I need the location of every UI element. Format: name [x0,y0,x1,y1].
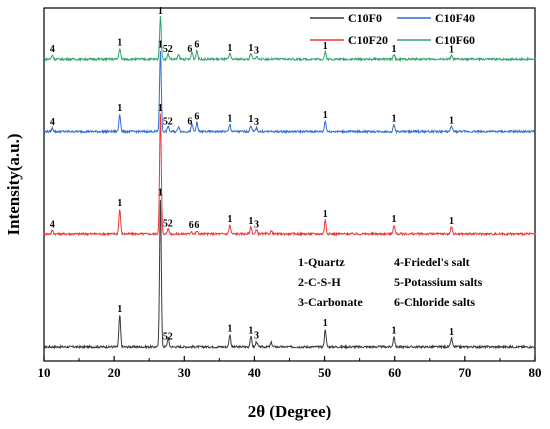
legend-label: C10F20 [348,33,388,47]
peak-label: 1 [392,325,397,336]
peak-label: 6 [194,112,199,123]
x-tick-label: 70 [458,365,471,380]
x-tick-label: 40 [248,365,261,380]
peak-label: 1 [323,318,328,329]
peak-label: 1 [449,45,454,56]
x-tick-label: 80 [529,365,542,380]
peak-label: 6 [187,116,192,127]
peak-label: 1 [117,304,122,315]
peak-label: 1 [323,209,328,220]
series-line-c10f20 [43,113,536,237]
series-line-c10f40 [43,50,536,135]
peak-label: 1 [158,39,163,50]
peak-label: 2 [168,116,173,127]
series-layer [43,15,536,350]
legend: C10F0 C10F40 C10F20 C10F60 [310,11,475,47]
peak-label: 1 [158,103,163,114]
peak-label: 1 [392,214,397,225]
series-line-c10f0 [43,199,536,350]
y-axis-title: Intensity(a.u.) [4,133,23,235]
peak-label: 3 [254,117,259,128]
series-line-c10f60 [43,15,536,63]
peak-label: 6 [187,44,192,55]
peak-label: 2 [168,219,173,230]
peak-label: 1 [117,198,122,209]
peak-label: 1 [227,113,232,124]
peak-label: 1 [392,44,397,55]
legend-label: C10F0 [348,11,382,25]
legend-label: C10F40 [435,11,475,25]
peak-label: 1 [117,38,122,49]
peak-label: 1 [248,43,253,54]
peak-label: 1 [227,43,232,54]
axis-layer: 10 20 30 40 50 60 70 80 [38,356,542,380]
peak-label: 1 [227,324,232,335]
peak-label: 2 [168,44,173,55]
peak-label: 1 [449,327,454,338]
peak-label: 1 [323,110,328,121]
peak-label: 4 [50,44,55,55]
phase-key-item: 5-Potassium salts [394,275,483,289]
peak-label: 4 [50,219,55,230]
legend-label: C10F60 [435,33,475,47]
x-axis-title: 2θ (Degree) [248,402,332,421]
x-tick-label: 20 [108,365,121,380]
x-tick-label: 60 [388,365,401,380]
peak-label: 5 [163,116,168,127]
peak-label: 1 [158,6,163,17]
peak-label: 1 [392,113,397,124]
phase-key-item: 1-Quartz [298,255,345,269]
peak-label: 3 [254,45,259,56]
peak-label: 5 [163,44,168,55]
peak-label: 1 [248,114,253,125]
peak-label: 1 [117,103,122,114]
peak-label: 4 [50,117,55,128]
peak-label: 3 [254,219,259,230]
peak-label: 1 [158,188,163,199]
peak-label: 1 [248,325,253,336]
peak-label: 1 [227,214,232,225]
peak-label: 3 [254,331,259,342]
phase-key-item: 4-Friedel's salt [394,255,470,269]
peak-label: 5 [163,219,168,230]
x-tick-label: 30 [178,365,191,380]
peak-label: 1 [449,115,454,126]
x-tick-label: 50 [318,365,331,380]
peak-label: 1 [323,41,328,52]
peak-label: 5 [163,332,168,343]
peak-label: 6 [189,220,194,231]
peak-label: 1 [248,216,253,227]
x-tick-label: 10 [38,365,51,380]
phase-key: 1-Quartz 4-Friedel's salt 2-C-S-H 5-Potassi… [298,255,483,309]
peak-label: 2 [168,332,173,343]
peak-label: 6 [194,220,199,231]
phase-key-item: 2-C-S-H [298,275,341,289]
phase-key-item: 6-Chloride salts [394,295,475,309]
phase-key-item: 3-Carbonate [298,295,363,309]
peak-label: 1 [449,216,454,227]
peak-label: 6 [194,39,199,50]
